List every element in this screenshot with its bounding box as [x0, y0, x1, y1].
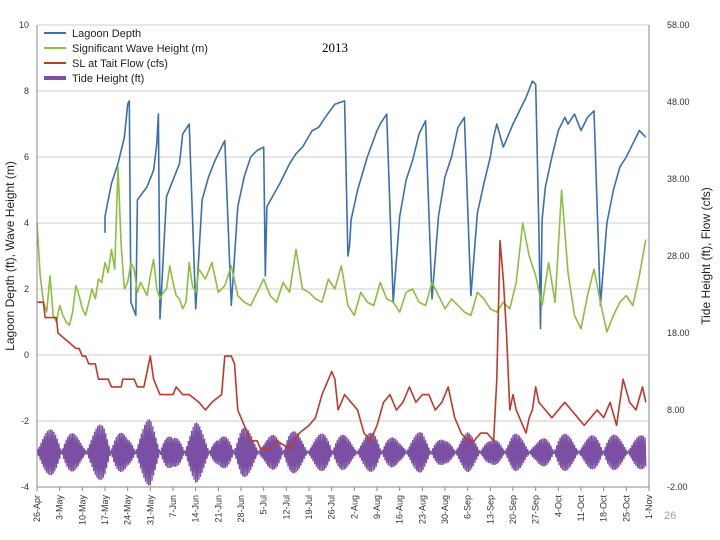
y2-tick-label: 38.00: [667, 174, 690, 184]
x-tick-label: 12-Jul: [281, 495, 291, 520]
series-line-tait-flow: [37, 239, 647, 450]
series-line-lagoon-depth: [104, 80, 647, 330]
x-tick-label: 6-Sep: [463, 495, 473, 519]
series-line-wave-height: [36, 166, 647, 333]
x-tick-label: 26-Apr: [32, 495, 42, 522]
y2-tick-label: 18.00: [667, 328, 690, 338]
y2-tick-label: 8.00: [667, 405, 685, 415]
legend-label: Lagoon Depth: [72, 28, 141, 40]
y2-tick-label: 58.00: [667, 20, 690, 30]
y2-tick-label: 28.00: [667, 251, 690, 261]
tide-series: [36, 419, 647, 486]
x-tick-label: 26-Jul: [327, 495, 337, 520]
x-tick-label: 16-Aug: [395, 495, 405, 524]
y-tick-label: 8: [24, 86, 29, 96]
x-tick-label: 17-May: [100, 495, 110, 526]
legend: Lagoon Depth Significant Wave Height (m) S…: [44, 28, 208, 85]
x-tick-label: 2-Aug: [349, 495, 359, 519]
y-tick-label: -2: [21, 416, 29, 426]
x-tick-label: 19-Jul: [304, 495, 314, 520]
x-tick-label: 24-May: [123, 495, 133, 526]
x-tick-label: 23-Aug: [417, 495, 427, 524]
x-tick-label: 9-Aug: [372, 495, 382, 519]
y2-axis-title: Tide Height (ft), Flow (cfs): [699, 187, 713, 325]
x-tick-label: 31-May: [145, 495, 155, 526]
y2-tick-label: -2.00: [667, 482, 688, 492]
x-tick-label: 13-Sep: [485, 495, 495, 524]
y-tick-label: 2: [24, 284, 29, 294]
x-tick-label: 4-Oct: [553, 495, 563, 518]
y-tick-label: 0: [24, 350, 29, 360]
y-tick-label: 6: [24, 152, 29, 162]
x-tick-label: 20-Sep: [508, 495, 518, 524]
legend-label: SL at Tait Flow (cfs): [72, 58, 168, 70]
y-tick-label: -4: [21, 482, 29, 492]
x-tick-label: 30-Aug: [440, 495, 450, 524]
x-tick-label: 10-May: [77, 495, 87, 526]
y-axis-title: Lagoon Depth (ft), Wave Height (m): [3, 161, 17, 351]
x-tick-label: 14-Jun: [191, 495, 201, 523]
y-tick-label: 10: [19, 20, 29, 30]
x-tick-label: 28-Jun: [236, 495, 246, 523]
x-tick-labels: 26-Apr 3-May 10-May 17-May 24-May 31-May 7-Jun…: [32, 487, 654, 525]
x-tick-label: 1-Nov: [644, 495, 654, 520]
x-tick-label: 18-Oct: [599, 495, 609, 523]
x-tick-label: 27-Sep: [531, 495, 541, 524]
legend-label: Tide Height (ft): [72, 73, 144, 85]
x-tick-label: 11-Oct: [576, 495, 586, 522]
chart-title: 2013: [322, 40, 348, 55]
y2-tick-label: 48.00: [667, 97, 690, 107]
y2-tick-labels: -2.00 8.00 18.00 28.00 38.00 48.00 58.00: [667, 20, 690, 492]
x-tick-label: 25-Oct: [621, 495, 631, 523]
x-tick-label: 7-Jun: [168, 495, 178, 518]
x-tick-label: 3-May: [55, 495, 65, 521]
y-tick-labels: -4 -2 0 2 4 6 8 10: [19, 20, 29, 492]
series-lines: [36, 80, 647, 450]
x-tick-label: 21-Jun: [213, 495, 223, 523]
series-line-tide-height: [36, 419, 647, 486]
slide-number: 26: [664, 510, 676, 522]
y-tick-label: 4: [24, 218, 29, 228]
x-tick-label: 5-Jul: [259, 495, 269, 515]
legend-label: Significant Wave Height (m): [72, 43, 208, 55]
